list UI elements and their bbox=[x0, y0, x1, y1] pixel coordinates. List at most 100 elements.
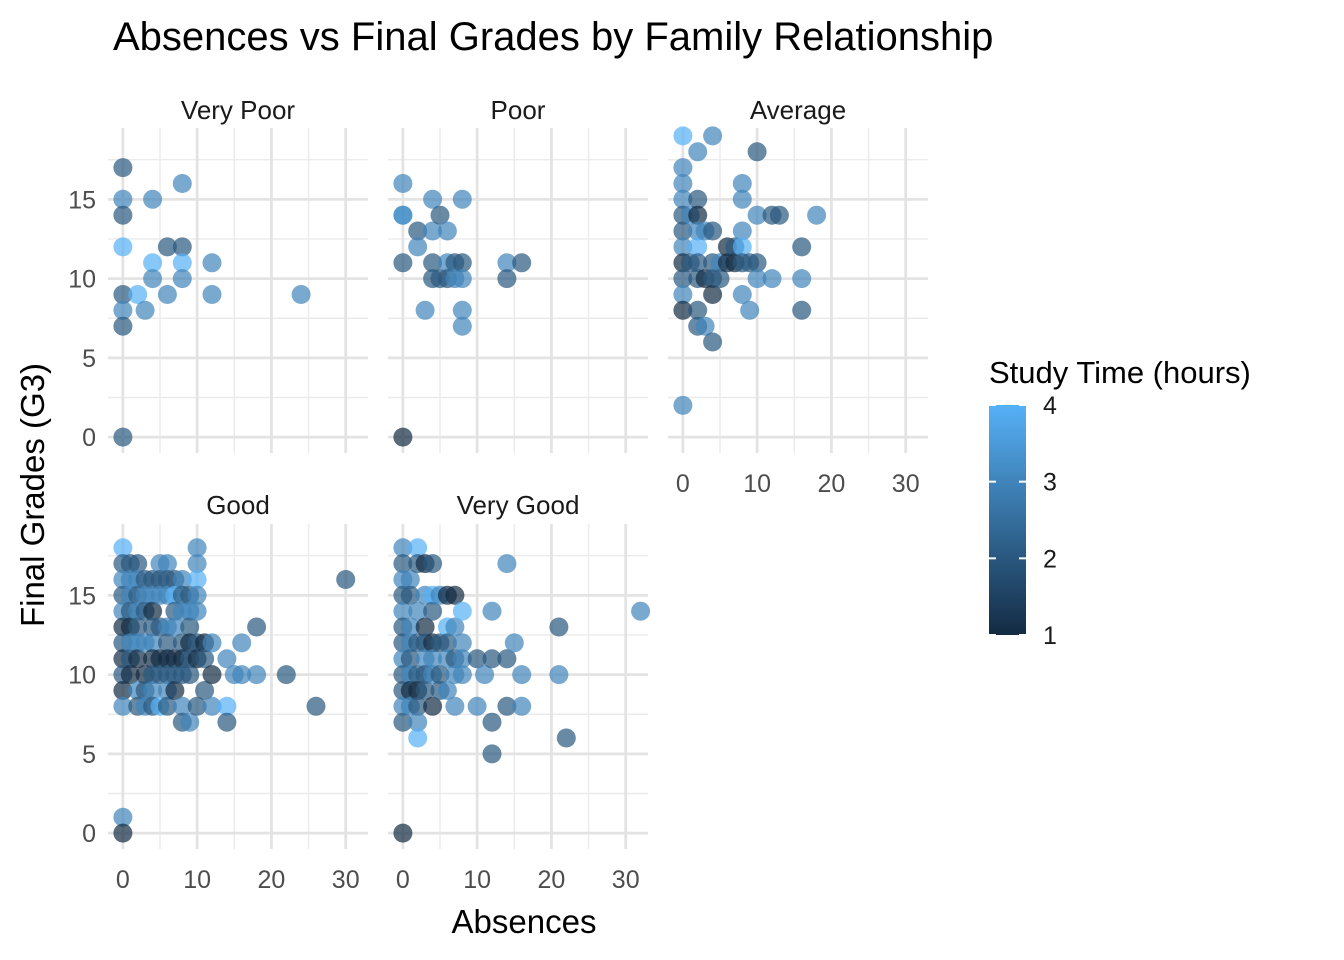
data-point bbox=[452, 649, 472, 669]
facet-strip-label: Very Poor bbox=[181, 95, 296, 125]
data-point bbox=[187, 554, 207, 574]
data-point bbox=[497, 696, 517, 716]
data-point bbox=[113, 807, 133, 827]
data-point bbox=[423, 696, 443, 716]
legend-tick-label: 1 bbox=[1043, 622, 1057, 650]
legend-title: Study Time (hours) bbox=[989, 355, 1251, 390]
data-point bbox=[143, 189, 163, 209]
data-point bbox=[113, 316, 133, 336]
legend-colorbar bbox=[989, 405, 1026, 635]
data-point bbox=[128, 554, 148, 574]
facet-strip-label: Good bbox=[206, 490, 270, 520]
data-points bbox=[673, 126, 827, 415]
data-point bbox=[408, 712, 428, 732]
data-point bbox=[688, 237, 708, 257]
data-point bbox=[143, 601, 163, 621]
data-point bbox=[673, 221, 693, 241]
facet-strip-label: Average bbox=[750, 95, 846, 125]
data-point bbox=[393, 554, 413, 574]
data-point bbox=[232, 633, 252, 653]
data-point bbox=[452, 189, 472, 209]
data-point bbox=[172, 570, 192, 589]
data-point bbox=[549, 665, 569, 685]
legend-tick-label: 4 bbox=[1043, 392, 1057, 420]
data-point bbox=[217, 649, 237, 669]
data-point bbox=[482, 744, 502, 764]
data-point bbox=[157, 285, 177, 304]
data-point bbox=[423, 601, 443, 621]
data-point bbox=[497, 269, 517, 289]
data-point bbox=[695, 316, 715, 336]
data-point bbox=[732, 237, 752, 257]
data-point bbox=[673, 158, 693, 178]
data-point bbox=[673, 300, 693, 320]
data-point bbox=[202, 696, 222, 716]
data-point bbox=[430, 205, 450, 225]
x-tick-label: 0 bbox=[116, 866, 130, 894]
data-point bbox=[247, 617, 267, 637]
data-point bbox=[165, 617, 185, 637]
data-point bbox=[195, 681, 215, 700]
data-point bbox=[747, 205, 767, 225]
data-point bbox=[157, 633, 177, 653]
data-point bbox=[688, 142, 708, 162]
data-point bbox=[423, 253, 443, 273]
facet-panel: Good 0 5 10 15 0 10 20 30 bbox=[68, 490, 368, 894]
data-point bbox=[475, 665, 495, 685]
data-point bbox=[113, 538, 133, 558]
data-point bbox=[187, 538, 207, 558]
data-point bbox=[512, 696, 532, 716]
data-point bbox=[408, 221, 428, 241]
data-point bbox=[143, 633, 163, 653]
data-point bbox=[217, 696, 237, 716]
legend-tick-label: 3 bbox=[1043, 469, 1057, 497]
x-tick-label: 0 bbox=[676, 470, 690, 498]
data-point bbox=[673, 174, 693, 193]
facet-panel: Very Good 0 10 20 30 bbox=[388, 490, 651, 894]
data-point bbox=[792, 269, 812, 289]
data-point bbox=[408, 601, 428, 621]
data-point bbox=[631, 601, 651, 621]
data-point bbox=[673, 126, 693, 146]
facet-panels: Very Poor 0 5 10 15 Poor Average 0 10 20 30 Good 0 5 1… bbox=[68, 95, 928, 894]
y-tick-label: 5 bbox=[82, 345, 96, 373]
data-point bbox=[423, 221, 443, 241]
data-point bbox=[172, 269, 192, 289]
grid-lines bbox=[388, 128, 648, 453]
data-point bbox=[732, 189, 752, 209]
data-point bbox=[393, 205, 413, 225]
data-point bbox=[437, 681, 457, 700]
data-point bbox=[437, 221, 457, 241]
data-point bbox=[187, 696, 207, 716]
data-point bbox=[157, 237, 177, 257]
data-point bbox=[143, 253, 163, 273]
chart-title: Absences vs Final Grades by Family Relat… bbox=[113, 15, 993, 59]
data-point bbox=[113, 237, 133, 257]
x-tick-label: 20 bbox=[538, 866, 566, 894]
data-point bbox=[172, 237, 192, 257]
data-point bbox=[415, 681, 435, 700]
y-tick-label: 10 bbox=[68, 662, 96, 690]
data-point bbox=[276, 665, 296, 685]
data-point bbox=[128, 285, 148, 304]
data-point bbox=[393, 823, 413, 843]
x-axis-title: Absences bbox=[452, 903, 597, 940]
data-point bbox=[187, 585, 207, 605]
data-point bbox=[673, 285, 693, 304]
data-point bbox=[113, 189, 133, 209]
data-point bbox=[291, 285, 311, 304]
data-point bbox=[673, 395, 693, 415]
data-point bbox=[482, 649, 502, 669]
legend-tick-label: 2 bbox=[1043, 545, 1057, 573]
data-point bbox=[165, 681, 185, 700]
data-point bbox=[393, 712, 413, 732]
data-point bbox=[408, 696, 428, 716]
data-point bbox=[113, 681, 133, 700]
data-point bbox=[157, 554, 177, 574]
data-point bbox=[445, 696, 465, 716]
data-point bbox=[202, 253, 222, 273]
y-tick-label: 5 bbox=[82, 741, 96, 769]
x-tick-label: 10 bbox=[743, 470, 771, 498]
data-point bbox=[113, 823, 133, 843]
